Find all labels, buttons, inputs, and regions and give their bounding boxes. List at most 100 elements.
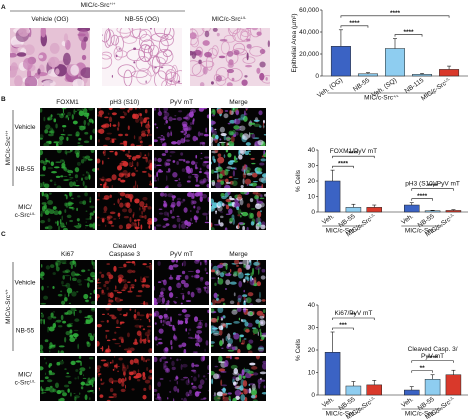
cell xyxy=(131,221,135,227)
cell xyxy=(99,177,102,180)
cell xyxy=(40,108,43,113)
cell xyxy=(242,380,248,387)
cell xyxy=(206,285,209,290)
cell xyxy=(74,261,77,268)
cell xyxy=(158,341,163,345)
cell xyxy=(56,390,62,395)
cell xyxy=(101,160,104,165)
cell xyxy=(164,192,167,198)
cell xyxy=(242,133,250,141)
cell xyxy=(48,131,55,133)
cell xyxy=(92,210,95,214)
x-tick-label-main: NB-55 xyxy=(352,77,371,94)
cell xyxy=(127,290,133,293)
cell xyxy=(40,150,44,156)
cell xyxy=(111,112,117,116)
group-label: MIC/c-Src+/+ xyxy=(405,409,440,418)
cell xyxy=(54,181,56,186)
cell xyxy=(107,157,110,160)
cell xyxy=(71,192,73,197)
cell xyxy=(128,108,133,111)
row-label-main: Vehicle xyxy=(15,124,36,131)
cell xyxy=(248,339,254,344)
chart-subtitle: FOXM1/PyV mT xyxy=(330,148,377,155)
cell xyxy=(187,175,192,179)
cell xyxy=(74,334,77,340)
cell xyxy=(245,328,250,333)
cell xyxy=(70,360,76,366)
cell xyxy=(104,280,110,285)
cell xyxy=(243,389,248,395)
cell xyxy=(246,226,249,230)
cell xyxy=(163,142,167,146)
cell xyxy=(130,165,133,168)
cell xyxy=(57,350,60,353)
cell xyxy=(250,28,262,38)
cell xyxy=(131,156,137,161)
cell xyxy=(227,68,243,82)
cell xyxy=(215,270,221,276)
cell xyxy=(224,168,229,176)
cell xyxy=(65,202,69,208)
cell xyxy=(66,214,72,219)
cell xyxy=(71,206,75,211)
y-tick-label: 20 xyxy=(308,178,316,185)
cell xyxy=(193,205,196,209)
cell xyxy=(176,197,181,201)
cell xyxy=(119,143,125,145)
cell xyxy=(259,371,266,375)
cell xyxy=(147,66,156,77)
cell xyxy=(132,341,139,345)
cell xyxy=(248,153,251,156)
chart-subtitle-main: FOXM1/PyV mT xyxy=(330,148,377,155)
cell xyxy=(248,183,254,186)
cell xyxy=(139,116,144,122)
cell xyxy=(227,122,231,125)
cell xyxy=(64,312,69,315)
cell xyxy=(215,210,218,213)
x-tick-label-main: Veh. xyxy=(321,213,336,226)
cell xyxy=(102,54,113,69)
cell xyxy=(40,350,44,353)
group-label-sup: +/+ xyxy=(355,409,361,414)
cell xyxy=(148,264,152,271)
cell xyxy=(49,350,51,353)
cell xyxy=(62,225,67,228)
cell xyxy=(172,324,175,331)
cell xyxy=(211,203,213,206)
y-tick-label-main: 20 xyxy=(308,178,316,185)
cell xyxy=(49,385,53,388)
cell xyxy=(113,46,123,61)
x-tick-label: NB-55 xyxy=(352,77,371,94)
cell xyxy=(216,391,224,397)
cell xyxy=(218,361,226,363)
cell xyxy=(256,310,264,316)
cell xyxy=(146,134,149,137)
cell xyxy=(119,192,126,197)
cell xyxy=(41,192,44,197)
cell xyxy=(243,338,247,340)
y-tick-label: 30 xyxy=(308,325,316,332)
cell xyxy=(261,268,266,273)
cell xyxy=(85,218,92,220)
x-tick-label-sup: L/L xyxy=(447,394,455,402)
cell xyxy=(50,114,53,118)
cell xyxy=(45,124,51,130)
cell xyxy=(69,181,74,187)
cell xyxy=(101,289,104,294)
y-tick-label: 10 xyxy=(308,370,316,377)
cell xyxy=(130,284,135,287)
cell xyxy=(123,348,130,351)
cell xyxy=(148,384,152,391)
cell xyxy=(49,127,54,132)
cell xyxy=(75,369,79,372)
column-header: Ki67 xyxy=(61,251,74,258)
cell xyxy=(72,78,85,86)
cell xyxy=(45,159,49,163)
cell xyxy=(110,224,115,227)
cell xyxy=(212,109,216,116)
y-tick-label-main: 0 xyxy=(311,209,315,216)
cell xyxy=(131,388,135,391)
cell xyxy=(235,264,239,267)
